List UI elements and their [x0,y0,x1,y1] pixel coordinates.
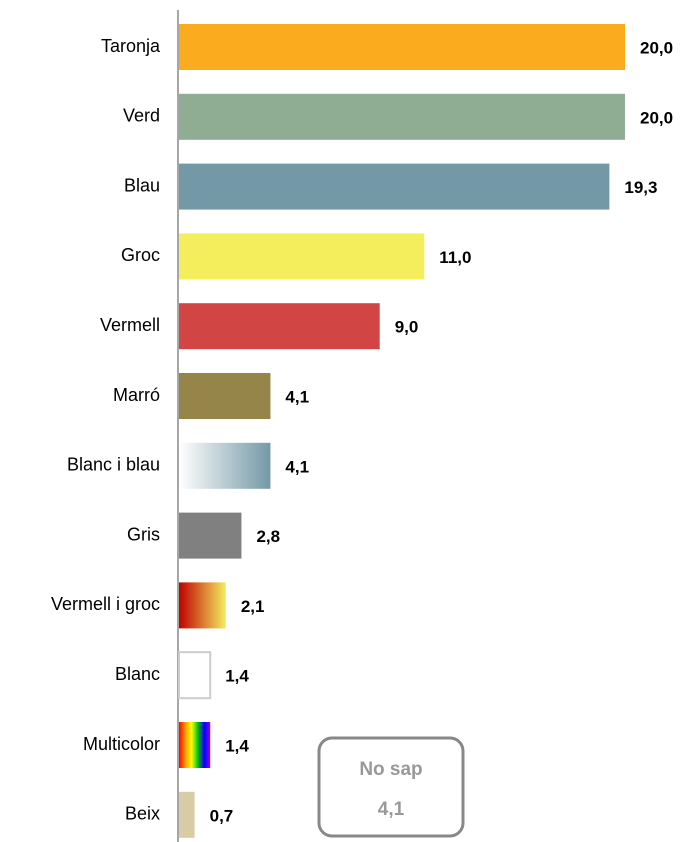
value-label: 1,4 [225,667,249,686]
no-sap-box [317,736,465,838]
value-label: 20,0 [640,108,673,127]
value-label: 9,0 [395,318,419,337]
category-label: Verd [123,106,160,126]
bar [179,442,271,489]
category-label: Vermell [100,315,160,335]
no-sap-label: No sap [359,759,422,780]
value-label: 4,1 [285,457,309,476]
category-label: Gris [127,524,160,544]
category-label: Vermell i groc [51,594,160,614]
bar [179,512,242,559]
value-label: 2,1 [241,597,265,616]
bar [179,373,271,419]
no-sap-value: 4,1 [378,799,405,820]
value-label: 0,7 [210,806,234,825]
category-label: Blanc [115,664,160,684]
value-label: 11,0 [439,248,471,267]
bar [179,233,425,280]
category-label: Marró [113,385,160,405]
category-label: Multicolor [83,734,160,754]
category-label: Taronja [101,36,161,56]
value-label: 4,1 [285,387,309,406]
bar [179,722,211,768]
value-label: 2,8 [256,527,280,546]
value-label: 19,3 [624,178,657,197]
value-label: 1,4 [225,736,249,755]
category-label: Blau [124,175,160,195]
bar [179,582,226,629]
bar [179,303,380,350]
category-label: Groc [121,245,160,265]
bar [179,163,610,210]
value-label: 20,0 [640,38,673,57]
bar [179,24,625,70]
category-label: Blanc i blau [67,455,160,475]
bar [179,791,195,838]
bar [178,651,212,700]
category-label: Beix [125,804,160,824]
bar [179,93,625,140]
